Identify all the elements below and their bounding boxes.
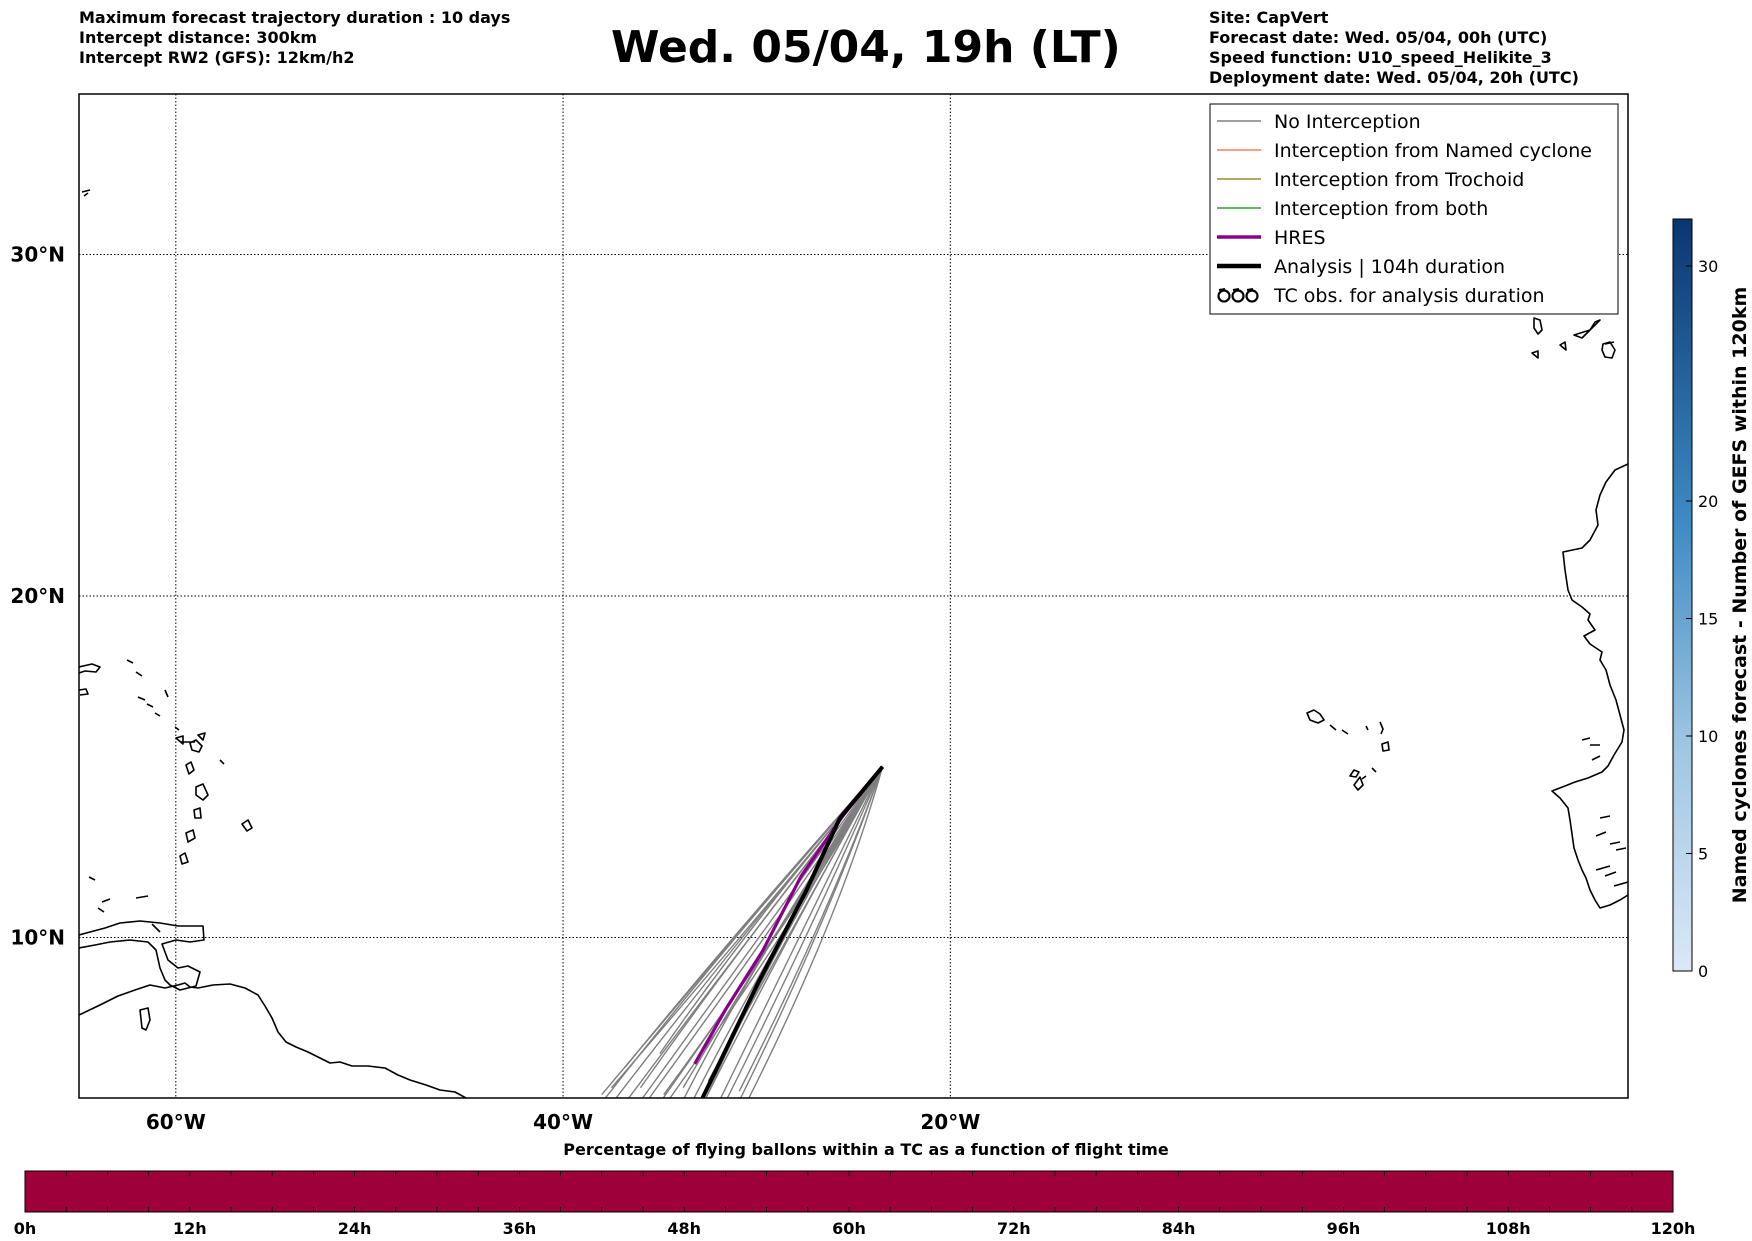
intercept-distance-text: Intercept distance: 300km <box>79 28 318 47</box>
tc-symbol-tail <box>1218 288 1226 291</box>
axis-labels: 60°W 40°W 20°W 30°N 20°N 10°N <box>10 243 980 1134</box>
tc-symbol-tail <box>1232 288 1240 291</box>
flight-time-bar-minor-ticks <box>65 1171 1633 1212</box>
tc-symbol-icon <box>1245 289 1259 303</box>
cape-verde-islands <box>1306 709 1390 791</box>
flight-time-bar: Percentage of flying ballons within a TC… <box>14 1140 1696 1238</box>
legend-label: HRES <box>1274 227 1326 249</box>
south-america-coast <box>79 982 467 1098</box>
flight-time-tick-label: 60h <box>832 1219 866 1238</box>
lat-tick-label: 10°N <box>10 925 65 949</box>
colorbar-tick-label: 20 <box>1698 492 1718 511</box>
west-africa-coast <box>1551 463 1628 909</box>
site-text: Site: CapVert <box>1209 8 1329 27</box>
trajectories <box>601 765 885 1098</box>
lat-tick-label: 30°N <box>10 243 65 267</box>
flight-time-tick-label: 96h <box>1327 1219 1361 1238</box>
flight-time-bar-fill <box>24 1170 1674 1213</box>
lesser-antilles <box>175 732 209 865</box>
legend-label: No Interception <box>1274 111 1421 133</box>
tc-symbol-tail <box>1246 288 1254 291</box>
ensemble-trajectory <box>639 766 884 1089</box>
ensemble-trajectory <box>726 766 884 1098</box>
flight-time-tick-label: 24h <box>338 1219 372 1238</box>
lon-tick-label: 60°W <box>146 1110 206 1134</box>
map-frame <box>78 93 1629 1099</box>
colorbar-tick-label: 10 <box>1698 727 1718 746</box>
ensemble-trajectory <box>748 766 884 1098</box>
ensemble-trajectory <box>705 766 884 1098</box>
legend: No Interception Interception from Named c… <box>1209 103 1619 315</box>
ensemble-trajectory <box>719 766 884 1098</box>
max-duration-text: Maximum forecast trajectory duration : 1… <box>79 8 511 27</box>
page-title: Wed. 05/04, 19h (LT) <box>611 22 1121 73</box>
flight-time-tick-label: 84h <box>1162 1219 1196 1238</box>
flight-time-tick-label: 0h <box>14 1219 37 1238</box>
colorbar-tick-label: 5 <box>1698 845 1708 864</box>
ensemble-trajectory <box>682 766 884 1089</box>
lon-tick-label: 40°W <box>533 1110 593 1134</box>
legend-box <box>1209 103 1619 315</box>
lat-tick-label: 20°N <box>10 584 65 608</box>
ensemble-trajectory <box>648 766 884 1098</box>
west-africa-estuaries <box>1581 737 1628 887</box>
lon-tick-label: 20°W <box>920 1110 980 1134</box>
ensemble-trajectory <box>738 766 884 1092</box>
gridlines <box>79 94 1628 1098</box>
colorbar-tick-label: 0 <box>1698 962 1708 981</box>
legend-label: Interception from Trochoid <box>1274 169 1524 191</box>
colorbar-label: Named cyclones forecast - Number of GEFS… <box>1729 287 1751 904</box>
virgin-islands <box>79 659 253 1031</box>
tc-symbol-icon <box>1217 289 1231 303</box>
flight-time-tick-label: 48h <box>667 1219 701 1238</box>
coastlines <box>79 189 1628 1098</box>
flight-time-tick-label: 108h <box>1486 1219 1531 1238</box>
cyclone-colorbar: 0 5 10 15 20 30 Named cyclones forecast - Num… <box>1672 218 1751 981</box>
legend-label: Interception from both <box>1274 198 1488 220</box>
flight-time-tick-label: 120h <box>1651 1219 1696 1238</box>
speed-function-text: Speed function: U10_speed_Helikite_3 <box>1209 48 1552 67</box>
header-info-right: Site: CapVert Forecast date: Wed. 05/04,… <box>1209 8 1579 88</box>
deployment-date-text: Deployment date: Wed. 05/04, 20h (UTC) <box>1209 68 1579 87</box>
legend-label: Interception from Named cyclone <box>1274 140 1592 162</box>
north-caribbean-isle <box>81 189 91 197</box>
analysis-trajectory <box>700 765 885 1098</box>
colorbar-gradient <box>1672 218 1693 972</box>
ensemble-trajectory <box>705 766 884 1098</box>
header-info-left: Maximum forecast trajectory duration : 1… <box>79 8 510 68</box>
intercept-rw2-text: Intercept RW2 (GFS): 12km/h2 <box>79 48 355 67</box>
flight-time-tick-label: 72h <box>997 1219 1031 1238</box>
colorbar-tick-label: 15 <box>1698 610 1718 629</box>
ensemble-trajectory <box>641 766 884 1098</box>
trinidad-venezuela-coast <box>79 920 205 991</box>
legend-label: Analysis | 104h duration <box>1274 256 1505 278</box>
flight-time-bar-title: Percentage of flying ballons within a TC… <box>563 1140 1169 1159</box>
colorbar-tick-label: 30 <box>1698 257 1718 276</box>
flight-time-tick-label: 12h <box>173 1219 207 1238</box>
forecast-date-text: Forecast date: Wed. 05/04, 00h (UTC) <box>1209 28 1548 47</box>
canary-islands <box>1531 317 1616 359</box>
legend-label: TC obs. for analysis duration <box>1273 285 1545 307</box>
tc-symbol-icon <box>1231 289 1245 303</box>
flight-time-tick-label: 36h <box>503 1219 537 1238</box>
